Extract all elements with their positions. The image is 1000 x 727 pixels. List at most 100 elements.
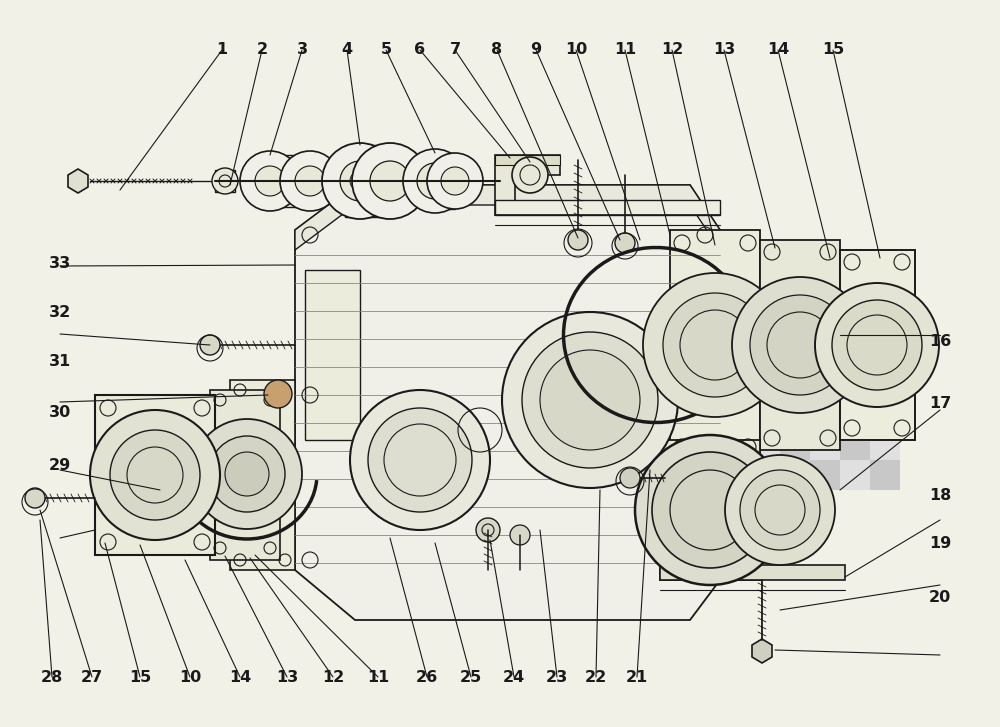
Bar bbox=[720, 340, 750, 370]
Circle shape bbox=[322, 143, 398, 219]
Text: 2: 2 bbox=[256, 42, 268, 57]
Circle shape bbox=[620, 468, 640, 488]
Text: 13: 13 bbox=[276, 670, 298, 685]
Text: 11: 11 bbox=[614, 42, 636, 57]
Bar bbox=[840, 430, 870, 460]
Text: 27: 27 bbox=[81, 670, 103, 685]
Bar bbox=[870, 400, 900, 430]
Polygon shape bbox=[210, 390, 280, 560]
Circle shape bbox=[350, 390, 490, 530]
Circle shape bbox=[264, 380, 292, 408]
Bar bbox=[750, 460, 780, 490]
Text: 30: 30 bbox=[49, 406, 71, 420]
Text: 16: 16 bbox=[929, 334, 951, 349]
Polygon shape bbox=[840, 250, 915, 440]
Circle shape bbox=[635, 435, 785, 585]
Circle shape bbox=[225, 452, 269, 496]
Text: 4: 4 bbox=[341, 42, 353, 57]
Text: 9: 9 bbox=[530, 42, 542, 57]
Text: 31: 31 bbox=[49, 354, 71, 369]
Bar bbox=[720, 460, 750, 490]
Bar bbox=[780, 370, 810, 400]
Circle shape bbox=[427, 153, 483, 209]
Text: 32: 32 bbox=[49, 305, 71, 320]
Circle shape bbox=[255, 166, 285, 196]
Bar bbox=[660, 565, 845, 580]
Polygon shape bbox=[752, 639, 772, 663]
Circle shape bbox=[540, 350, 640, 450]
Bar bbox=[720, 430, 750, 460]
Polygon shape bbox=[295, 185, 720, 250]
Text: 15: 15 bbox=[822, 42, 844, 57]
Polygon shape bbox=[260, 155, 310, 207]
Circle shape bbox=[732, 277, 868, 413]
Circle shape bbox=[615, 233, 635, 253]
Bar bbox=[810, 340, 840, 370]
Circle shape bbox=[209, 436, 285, 512]
Text: 7: 7 bbox=[449, 42, 461, 57]
Bar bbox=[840, 400, 870, 430]
Polygon shape bbox=[68, 169, 88, 193]
Text: 17: 17 bbox=[929, 396, 951, 411]
Text: 18: 18 bbox=[929, 489, 951, 503]
Circle shape bbox=[815, 283, 939, 407]
Polygon shape bbox=[215, 170, 235, 192]
Polygon shape bbox=[230, 380, 295, 570]
Text: 20: 20 bbox=[929, 590, 951, 605]
Text: 12: 12 bbox=[322, 670, 344, 685]
Polygon shape bbox=[495, 155, 560, 165]
Bar bbox=[780, 430, 810, 460]
Circle shape bbox=[510, 525, 530, 545]
Text: 23: 23 bbox=[546, 670, 568, 685]
Text: 5: 5 bbox=[380, 42, 392, 57]
Circle shape bbox=[522, 332, 658, 468]
Bar bbox=[870, 340, 900, 370]
Circle shape bbox=[370, 161, 410, 201]
Circle shape bbox=[832, 300, 922, 390]
Bar bbox=[840, 310, 870, 340]
Circle shape bbox=[90, 410, 220, 540]
Text: 22: 22 bbox=[585, 670, 607, 685]
Bar bbox=[870, 460, 900, 490]
Bar bbox=[780, 460, 810, 490]
Polygon shape bbox=[345, 145, 390, 217]
Circle shape bbox=[502, 312, 678, 488]
Bar bbox=[870, 310, 900, 340]
Circle shape bbox=[200, 335, 220, 355]
Circle shape bbox=[740, 470, 820, 550]
Polygon shape bbox=[495, 155, 560, 215]
Circle shape bbox=[652, 452, 768, 568]
Bar bbox=[780, 340, 810, 370]
Bar bbox=[870, 430, 900, 460]
Circle shape bbox=[725, 455, 835, 565]
Text: 33: 33 bbox=[49, 256, 71, 270]
Circle shape bbox=[476, 518, 500, 542]
Bar bbox=[840, 340, 870, 370]
Circle shape bbox=[441, 167, 469, 195]
Bar bbox=[870, 370, 900, 400]
Circle shape bbox=[403, 149, 467, 213]
Text: 15: 15 bbox=[129, 670, 151, 685]
Circle shape bbox=[192, 419, 302, 529]
Circle shape bbox=[295, 166, 325, 196]
Bar bbox=[840, 370, 870, 400]
Bar bbox=[810, 400, 840, 430]
Bar bbox=[810, 370, 840, 400]
Circle shape bbox=[110, 430, 200, 520]
Text: 8: 8 bbox=[491, 42, 503, 57]
Circle shape bbox=[340, 161, 380, 201]
Polygon shape bbox=[295, 185, 720, 620]
Circle shape bbox=[568, 230, 588, 250]
Circle shape bbox=[25, 488, 45, 508]
Polygon shape bbox=[670, 230, 760, 460]
Text: 10: 10 bbox=[179, 670, 201, 685]
Circle shape bbox=[417, 163, 453, 199]
Text: 14: 14 bbox=[767, 42, 789, 57]
Polygon shape bbox=[305, 270, 360, 440]
Text: 10: 10 bbox=[565, 42, 587, 57]
Bar bbox=[720, 400, 750, 430]
Text: 29: 29 bbox=[49, 458, 71, 473]
Bar bbox=[720, 310, 750, 340]
Bar bbox=[780, 400, 810, 430]
Circle shape bbox=[643, 273, 787, 417]
